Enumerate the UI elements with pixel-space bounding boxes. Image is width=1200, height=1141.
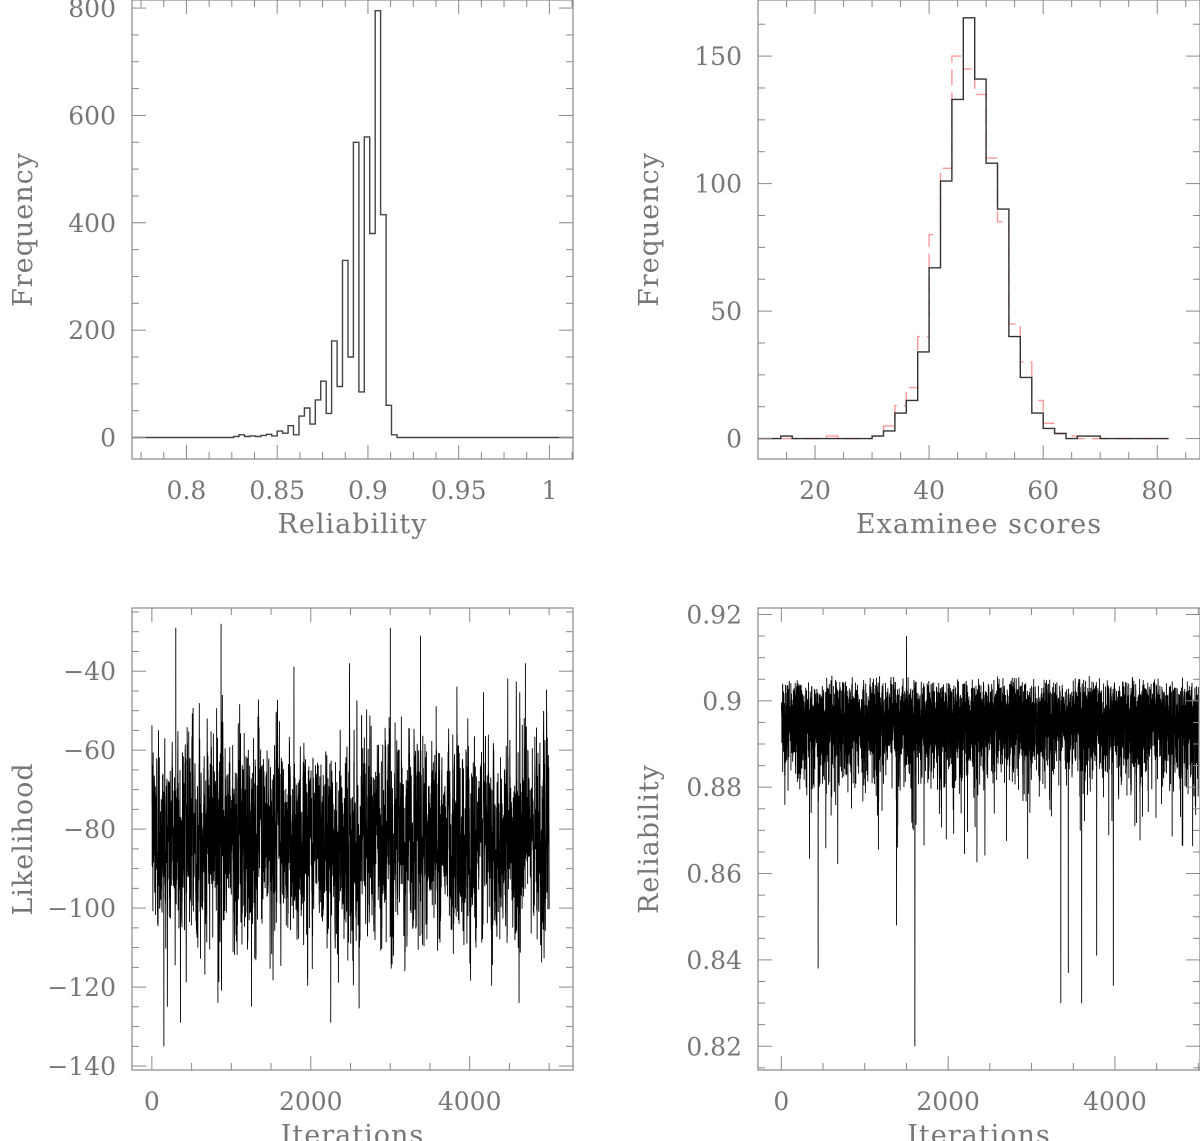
plot-frame: [131, 0, 574, 460]
y-tick-label: −140: [47, 1052, 116, 1081]
y-tick-label: −80: [63, 815, 116, 844]
y-tick-label: 50: [710, 297, 742, 326]
plot-frame: [131, 607, 574, 1071]
y-tick-label: 0.88: [686, 773, 742, 802]
histogram-bin: [255, 436, 260, 437]
plot-frame: [757, 0, 1200, 460]
histogram-bin: [245, 436, 250, 437]
reliability-trace: 0 2000 4000 0.82 0.84 0.86 0.88 0.9 0.92 Iteratio…: [634, 600, 1200, 1141]
y-tick-label: 0.92: [686, 600, 742, 629]
x-axis-label: Examinee scores: [856, 509, 1102, 540]
tick-marks: [758, 608, 1200, 1070]
x-tick-label: 60: [1027, 476, 1059, 505]
x-tick-label: 0: [144, 1087, 160, 1116]
x-axis-label: Iterations: [281, 1120, 424, 1141]
y-axis-label: Likelihood: [8, 762, 39, 915]
histogram-bin: [359, 392, 364, 438]
histogram-bin: [337, 387, 342, 438]
histogram-bin: [348, 357, 353, 438]
y-tick-label: −40: [63, 657, 116, 686]
histogram-bin: [392, 435, 397, 438]
y-tick-label: 0.86: [686, 860, 742, 889]
y-axis-label: Frequency: [8, 152, 39, 307]
histogram-bin: [370, 234, 375, 438]
histogram-bin: [234, 436, 239, 437]
trace-line: [780, 636, 1199, 1047]
y-tick-label: −60: [63, 736, 116, 765]
histogram-bin: [375, 11, 380, 438]
histogram-bin: [261, 435, 266, 437]
x-tick-label: 20: [799, 476, 831, 505]
y-tick-label: 0.82: [686, 1032, 742, 1061]
x-tick-label: 1: [541, 476, 557, 505]
y-axis-label: Frequency: [634, 152, 665, 307]
x-tick-label: 0.9: [348, 476, 388, 505]
histogram-bin: [343, 260, 348, 437]
tick-marks: [132, 0, 573, 459]
x-tick-label: 40: [913, 476, 945, 505]
histogram-bin: [310, 424, 315, 437]
plot-frame: [757, 607, 1200, 1071]
histogram-bin: [277, 431, 282, 437]
x-tick-label: 80: [1141, 476, 1173, 505]
y-tick-label: 600: [68, 101, 116, 130]
y-tick-label: −100: [47, 894, 116, 923]
histogram-bin: [266, 434, 271, 437]
y-tick-label: 100: [694, 170, 742, 199]
y-axis-label: Reliability: [634, 764, 665, 914]
histogram-bin: [304, 408, 309, 438]
histogram-bin: [315, 400, 320, 438]
examinee-score-histogram: 20 40 60 80 0 50 100 150 Examinee scores Frequenc…: [634, 0, 1200, 540]
histogram-bin: [283, 433, 288, 437]
histogram-bin: [364, 137, 369, 438]
histogram-bin: [353, 142, 358, 437]
histogram-bin: [239, 435, 244, 438]
tick-marks: [132, 608, 573, 1070]
x-tick-label: 0.8: [167, 476, 207, 505]
histogram-bin: [250, 436, 255, 438]
histogram-step-line: [132, 10, 573, 439]
y-tick-label: 800: [68, 0, 116, 23]
x-tick-label: 4000: [1083, 1087, 1147, 1116]
histogram-bin: [332, 341, 337, 438]
x-axis-label: Iterations: [907, 1120, 1050, 1141]
y-tick-label: 200: [68, 316, 116, 345]
y-tick-label: 0.9: [702, 687, 742, 716]
likelihood-trace: 0 2000 4000 −140 −120 −100 −80 −60 −40 Iterations…: [8, 607, 574, 1141]
reliability-histogram: 0.8 0.85 0.9 0.95 1 0 200 400 600 800 Reliability F…: [8, 0, 574, 540]
histogram-bin: [381, 215, 386, 438]
y-tick-label: 400: [68, 209, 116, 238]
x-tick-label: 0.85: [249, 476, 305, 505]
histogram-bin: [294, 435, 299, 438]
x-tick-label: 2000: [916, 1087, 980, 1116]
histogram-bin: [288, 426, 293, 438]
y-tick-label: 0.84: [686, 946, 742, 975]
x-tick-label: 0.95: [431, 476, 487, 505]
histogram-bin: [386, 405, 391, 437]
observed-histogram-line: [758, 17, 1169, 440]
x-tick-label: 0: [773, 1087, 789, 1116]
trace-line: [151, 623, 550, 1047]
histogram-bin: [321, 381, 326, 437]
histogram-bin: [326, 413, 331, 437]
x-tick-label: 4000: [438, 1087, 502, 1116]
y-tick-label: 0: [726, 425, 742, 454]
x-tick-label: 2000: [279, 1087, 343, 1116]
tick-marks: [757, 0, 1200, 459]
x-axis-label: Reliability: [278, 509, 428, 540]
expected-histogram-line: [758, 55, 1169, 440]
y-tick-label: 150: [694, 42, 742, 71]
histogram-bin: [299, 416, 304, 437]
histogram-bin: [272, 436, 277, 438]
y-tick-label: −120: [47, 973, 116, 1002]
y-tick-label: 0: [100, 424, 116, 453]
